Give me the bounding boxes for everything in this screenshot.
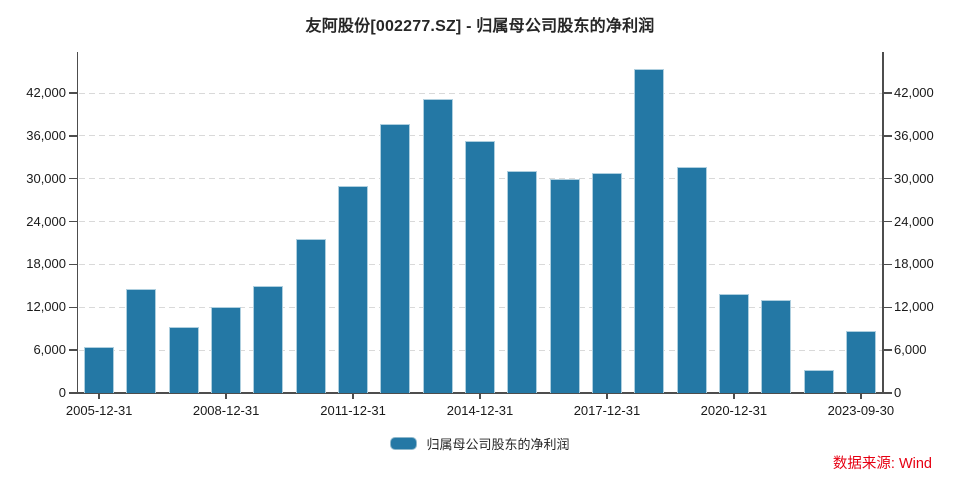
x-tick-2023-09-30 [860,393,862,399]
y-tick-label-right: 36,000 [894,127,934,143]
y-tick-right [883,177,892,180]
y-tick-right [883,306,892,309]
x-tick-2014-12-31 [479,393,481,399]
bar-2006-12-31 [126,289,157,393]
bar-2007-12-31 [168,327,199,393]
x-tick-label: 2008-12-31 [192,403,260,418]
x-tick-2005-12-31 [98,393,100,399]
y-axis-right-spine [882,52,884,393]
y-tick-label-left: 18,000 [26,256,66,272]
bar-2019-12-31 [676,167,707,393]
bar-2013-12-31 [422,98,453,393]
bar-2022-12-31 [803,370,834,393]
y-tick-right [883,263,892,266]
legend: 归属母公司股东的净利润 [0,434,960,453]
chart-title: 友阿股份[002277.SZ] - 归属母公司股东的净利润 [305,18,655,35]
x-tick-label: 2014-12-31 [446,403,514,418]
legend-label: 归属母公司股东的净利润 [426,437,570,452]
x-tick-label: 2011-12-31 [320,403,386,418]
x-tick-2008-12-31 [225,393,227,399]
y-tick-label-left: 12,000 [26,299,66,315]
y-tick-label-right: 12,000 [894,299,934,315]
y-tick-left [68,306,77,309]
y-tick-label-left: 24,000 [26,213,66,229]
y-tick-left [68,177,77,180]
y-tick-left [68,392,77,394]
x-tick-label: 2017-12-31 [573,403,641,418]
y-tick-left [68,349,77,351]
bar-2015-12-31 [507,170,538,393]
x-tick-label: 2005-12-31 [65,403,133,418]
bar-2021-12-31 [761,300,792,393]
y-tick-right [883,392,892,394]
bar-2020-12-31 [718,293,749,393]
bar-2018-12-31 [634,68,665,393]
gridline-42000 [79,92,882,94]
y-tick-right [883,349,892,351]
y-tick-right [883,220,892,223]
y-tick-label-left: 42,000 [26,85,66,100]
y-tick-label-left: 30,000 [26,170,66,186]
bar-2009-12-31 [253,285,284,393]
y-tick-label-right: 24,000 [894,213,934,229]
x-tick-label: 2020-12-31 [700,403,768,418]
bar-2011-12-31 [338,185,369,393]
legend-swatch [390,437,418,450]
y-tick-left [68,263,77,266]
y-tick-label-right: 30,000 [894,170,934,186]
y-tick-label-left: 0 [58,385,66,400]
y-tick-label-left: 36,000 [26,127,66,143]
bar-2008-12-31 [211,307,242,393]
x-tick-label: 2023-09-30 [827,403,895,418]
y-tick-left [68,135,77,137]
bar-2023-09-30 [845,330,876,393]
bar-2005-12-31 [84,346,115,393]
y-tick-left [68,92,77,94]
y-tick-right [883,135,892,137]
y-tick-left [68,220,77,223]
bar-2014-12-31 [465,140,495,393]
bar-2017-12-31 [591,173,622,393]
y-tick-label-left: 6,000 [33,342,66,358]
y-tick-label-right: 6,000 [894,342,927,358]
y-tick-label-right: 42,000 [894,85,934,100]
y-tick-label-right: 18,000 [894,256,934,272]
bar-2012-12-31 [380,123,411,393]
gridline-36000 [79,135,882,137]
x-tick-2011-12-31 [352,393,354,399]
y-axis-left-spine [76,52,78,393]
data-source-note: 数据来源: Wind [832,456,932,472]
y-tick-right [883,92,892,94]
y-tick-label-right: 0 [894,385,902,400]
bar-2016-12-31 [549,178,580,393]
x-tick-2017-12-31 [606,393,608,399]
bar-2010-12-31 [295,238,326,393]
x-tick-2020-12-31 [733,393,735,399]
